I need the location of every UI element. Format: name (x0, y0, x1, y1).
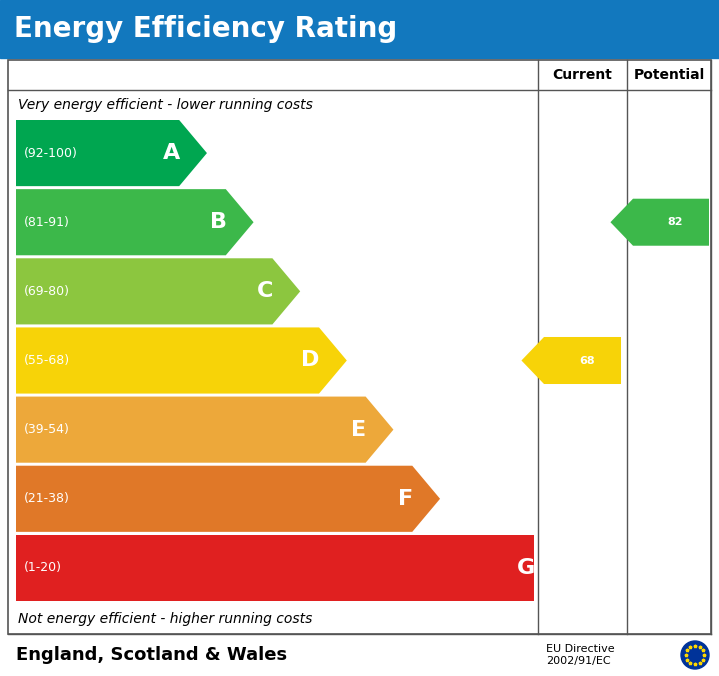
Polygon shape (16, 397, 393, 462)
Text: 68: 68 (580, 356, 595, 366)
Circle shape (681, 641, 709, 669)
Polygon shape (16, 466, 440, 532)
Text: A: A (162, 143, 180, 163)
Polygon shape (16, 120, 207, 186)
Text: (55-68): (55-68) (24, 354, 70, 367)
Text: B: B (209, 212, 226, 233)
Text: Very energy efficient - lower running costs: Very energy efficient - lower running co… (18, 98, 313, 112)
Text: England, Scotland & Wales: England, Scotland & Wales (16, 646, 287, 664)
Text: Current: Current (553, 68, 613, 82)
Polygon shape (16, 189, 254, 256)
Polygon shape (16, 258, 301, 324)
Text: Energy Efficiency Rating: Energy Efficiency Rating (14, 15, 398, 43)
Text: E: E (352, 420, 367, 439)
Text: (1-20): (1-20) (24, 562, 62, 575)
Bar (8, 60, 711, 634)
Text: EU Directive: EU Directive (546, 644, 615, 654)
Text: (92-100): (92-100) (24, 147, 78, 160)
Text: D: D (301, 350, 320, 370)
Text: Potential: Potential (633, 68, 705, 82)
Text: (81-91): (81-91) (24, 216, 70, 228)
Text: (39-54): (39-54) (24, 423, 70, 436)
Polygon shape (16, 327, 347, 393)
Text: Not energy efficient - higher running costs: Not energy efficient - higher running co… (18, 612, 312, 626)
Text: C: C (257, 281, 273, 301)
Polygon shape (521, 337, 621, 384)
Text: 82: 82 (668, 217, 683, 227)
Text: (69-80): (69-80) (24, 285, 70, 298)
Text: F: F (398, 489, 413, 509)
Text: 2002/91/EC: 2002/91/EC (546, 656, 610, 666)
Polygon shape (610, 199, 709, 245)
Text: G: G (516, 558, 535, 578)
Polygon shape (16, 535, 534, 601)
Bar (0, 0, 719, 58)
Text: (21-38): (21-38) (24, 492, 70, 505)
